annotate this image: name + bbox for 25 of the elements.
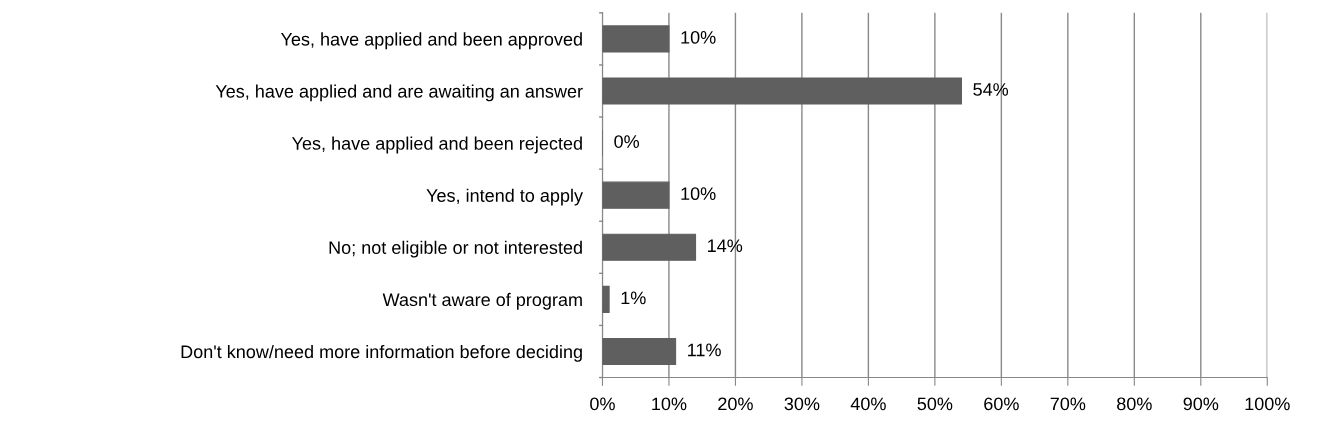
- x-tick-label: 100%: [1245, 397, 1290, 411]
- data-label: 11%: [688, 343, 721, 357]
- x-tick-label: 60%: [984, 397, 1019, 411]
- y-tick-label: Yes, have applied and are awaiting an answer: [215, 84, 583, 102]
- x-tick-label: 50%: [917, 397, 953, 411]
- data-label: 10%: [681, 187, 716, 201]
- y-tick-label: No; not eligible or not interested: [329, 240, 582, 258]
- y-tick-label: Don't know/need more information before deciding: [181, 344, 582, 362]
- x-tick-label: 30%: [784, 397, 820, 411]
- x-tick-label: 90%: [1183, 397, 1219, 411]
- data-label: 14%: [708, 239, 743, 253]
- x-tick-label: 70%: [1050, 397, 1086, 411]
- data-label: 1%: [621, 291, 646, 305]
- y-tick-label: Yes, have applied and been rejected: [291, 136, 582, 154]
- data-label: 54%: [973, 83, 1009, 96]
- data-label: 10%: [681, 30, 716, 44]
- x-tick-label: 10%: [652, 397, 687, 411]
- data-label: 0%: [614, 135, 640, 148]
- x-tick-label: 80%: [1117, 397, 1152, 411]
- x-tick-label: 40%: [850, 397, 886, 411]
- y-tick-label: Yes, intend to apply: [426, 188, 583, 206]
- y-tick-label: Wasn't aware of program: [382, 292, 582, 310]
- x-tick-label: 20%: [718, 397, 753, 411]
- y-tick-label: Yes, have applied and been approved: [280, 32, 582, 50]
- x-tick-label: 0%: [590, 397, 615, 411]
